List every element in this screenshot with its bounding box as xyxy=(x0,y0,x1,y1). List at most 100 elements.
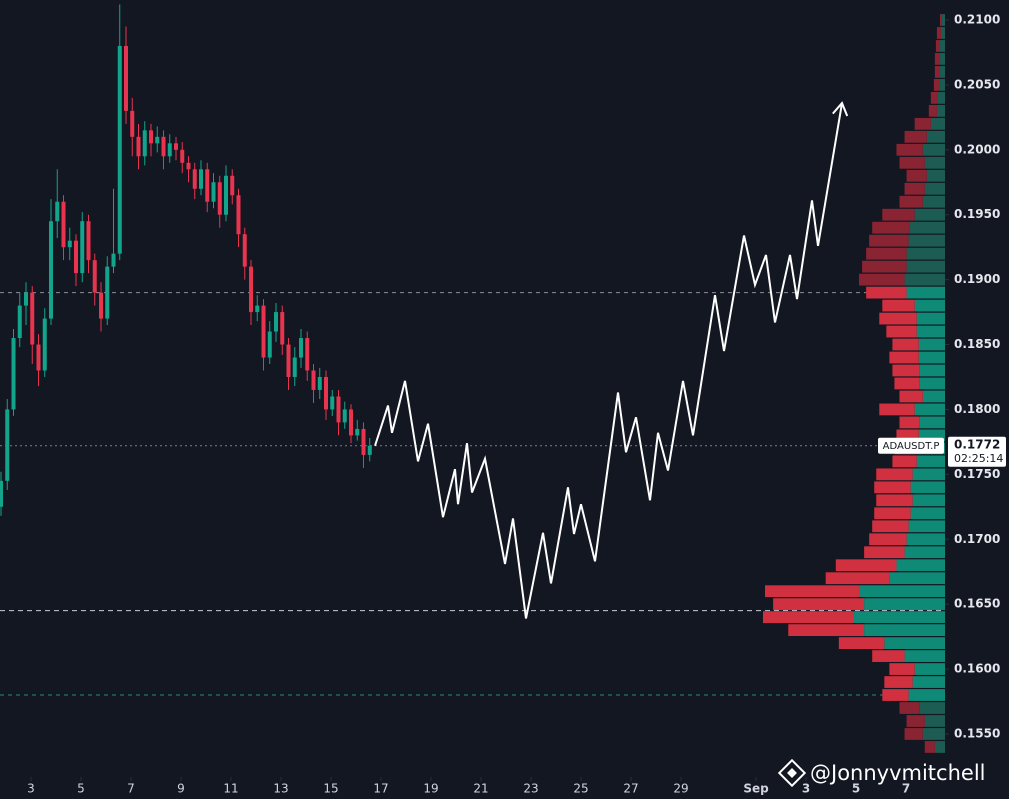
candle-body xyxy=(99,292,103,319)
candle-body xyxy=(361,428,366,455)
profile-sell xyxy=(835,559,897,572)
x-tick-label: 3 xyxy=(27,782,35,796)
profile-buy xyxy=(910,481,945,494)
profile-buy xyxy=(922,195,945,208)
projection-arrowhead xyxy=(832,101,849,117)
candle-body xyxy=(49,221,53,319)
profile-buy xyxy=(912,468,945,481)
profile-sell xyxy=(899,390,923,403)
y-tick-label: 0.2050 xyxy=(954,77,1000,91)
profile-buy xyxy=(914,663,945,675)
candle-body xyxy=(336,396,341,423)
profile-sell xyxy=(825,572,890,585)
profile-sell xyxy=(866,247,907,260)
candle-body xyxy=(274,312,278,332)
x-tick-label: 5 xyxy=(852,782,860,796)
watermark-text: @Jonnyvmitchell xyxy=(810,761,986,785)
profile-sell xyxy=(934,53,940,65)
y-tick-label: 0.1600 xyxy=(954,662,1000,676)
profile-sell xyxy=(882,689,909,701)
profile-buy xyxy=(912,494,945,507)
x-tick-label: 9 xyxy=(177,782,185,796)
profile-sell xyxy=(884,676,913,688)
profile-buy xyxy=(908,520,945,533)
y-tick-label: 0.1900 xyxy=(954,272,1000,286)
candle-body xyxy=(280,312,285,345)
profile-buy xyxy=(919,364,945,377)
candle-body xyxy=(249,266,253,313)
profile-buy xyxy=(908,234,945,247)
profile-buy xyxy=(914,208,945,221)
candle-body xyxy=(236,195,241,235)
profile-buy xyxy=(919,377,945,390)
profile-sell xyxy=(874,507,911,520)
profile-sell xyxy=(872,650,905,662)
candle-body xyxy=(299,338,303,358)
profile-buy xyxy=(919,416,945,429)
profile-sell xyxy=(862,260,907,273)
profile-sell xyxy=(879,403,915,416)
profile-sell xyxy=(899,702,920,714)
candle-body xyxy=(124,45,128,111)
profile-buy xyxy=(906,260,945,273)
logo-center xyxy=(787,768,797,778)
y-tick-label: 0.1950 xyxy=(954,207,1000,221)
candle-body xyxy=(317,376,322,390)
symbol-tag-bg xyxy=(878,437,944,454)
candle-body xyxy=(161,136,166,157)
levels-layer xyxy=(0,292,945,696)
x-tick-label: 17 xyxy=(373,782,388,796)
candle-body xyxy=(174,143,178,150)
x-tick-label: 29 xyxy=(673,782,688,796)
profile-sell xyxy=(788,624,865,637)
profile-sell xyxy=(904,728,923,740)
profile-buy xyxy=(916,325,945,338)
candle-body xyxy=(224,175,228,215)
profile-buy xyxy=(906,286,945,299)
candle-body xyxy=(349,409,353,436)
profile-sell xyxy=(859,273,905,286)
candle-body xyxy=(149,130,153,144)
candle-body xyxy=(61,201,66,248)
profile-buy xyxy=(884,637,945,649)
candle-body xyxy=(92,260,97,293)
profile-buy xyxy=(916,455,945,468)
profile-buy xyxy=(914,299,945,312)
x-tick-label: 21 xyxy=(473,782,488,796)
profile-buy xyxy=(896,559,945,572)
profile-sell xyxy=(904,182,925,195)
candle-body xyxy=(305,338,310,371)
x-tick-label: 25 xyxy=(573,782,588,796)
profile-sell xyxy=(892,338,919,351)
profile-sell xyxy=(906,715,925,727)
candle-body xyxy=(67,240,72,248)
profile-sell xyxy=(936,27,941,39)
profile-sell xyxy=(896,429,919,442)
x-tick-label: 11 xyxy=(223,782,238,796)
axes: 0.1550 0.1600 0.1650 0.1700 0.1750 0.1800 0.18… xyxy=(27,12,1006,796)
profile-buy xyxy=(918,351,945,364)
candle-body xyxy=(211,182,216,202)
profile-buy xyxy=(939,53,945,65)
watermark: @Jonnyvmitchell xyxy=(777,758,986,788)
y-tick-label: 0.1650 xyxy=(954,597,1000,611)
profile-buy xyxy=(939,40,945,52)
profile-sell xyxy=(874,481,911,494)
price-tag-bg xyxy=(948,436,1006,467)
profile-sell xyxy=(899,195,923,208)
candle-body xyxy=(230,175,235,196)
profile-sell xyxy=(876,494,913,507)
profile-buy xyxy=(918,338,945,351)
countdown: 02:25:14 xyxy=(954,452,1003,465)
y-tick-label: 0.1800 xyxy=(954,402,1000,416)
candle-body xyxy=(261,305,266,358)
profile-buy xyxy=(908,689,945,701)
profile-buy xyxy=(939,66,945,78)
y-tick-label: 0.2100 xyxy=(954,12,1000,26)
profile-sell xyxy=(869,234,909,247)
candle-body xyxy=(24,292,28,306)
profile-sell xyxy=(896,143,923,156)
candle-body xyxy=(330,396,335,410)
candle-body xyxy=(5,409,10,481)
